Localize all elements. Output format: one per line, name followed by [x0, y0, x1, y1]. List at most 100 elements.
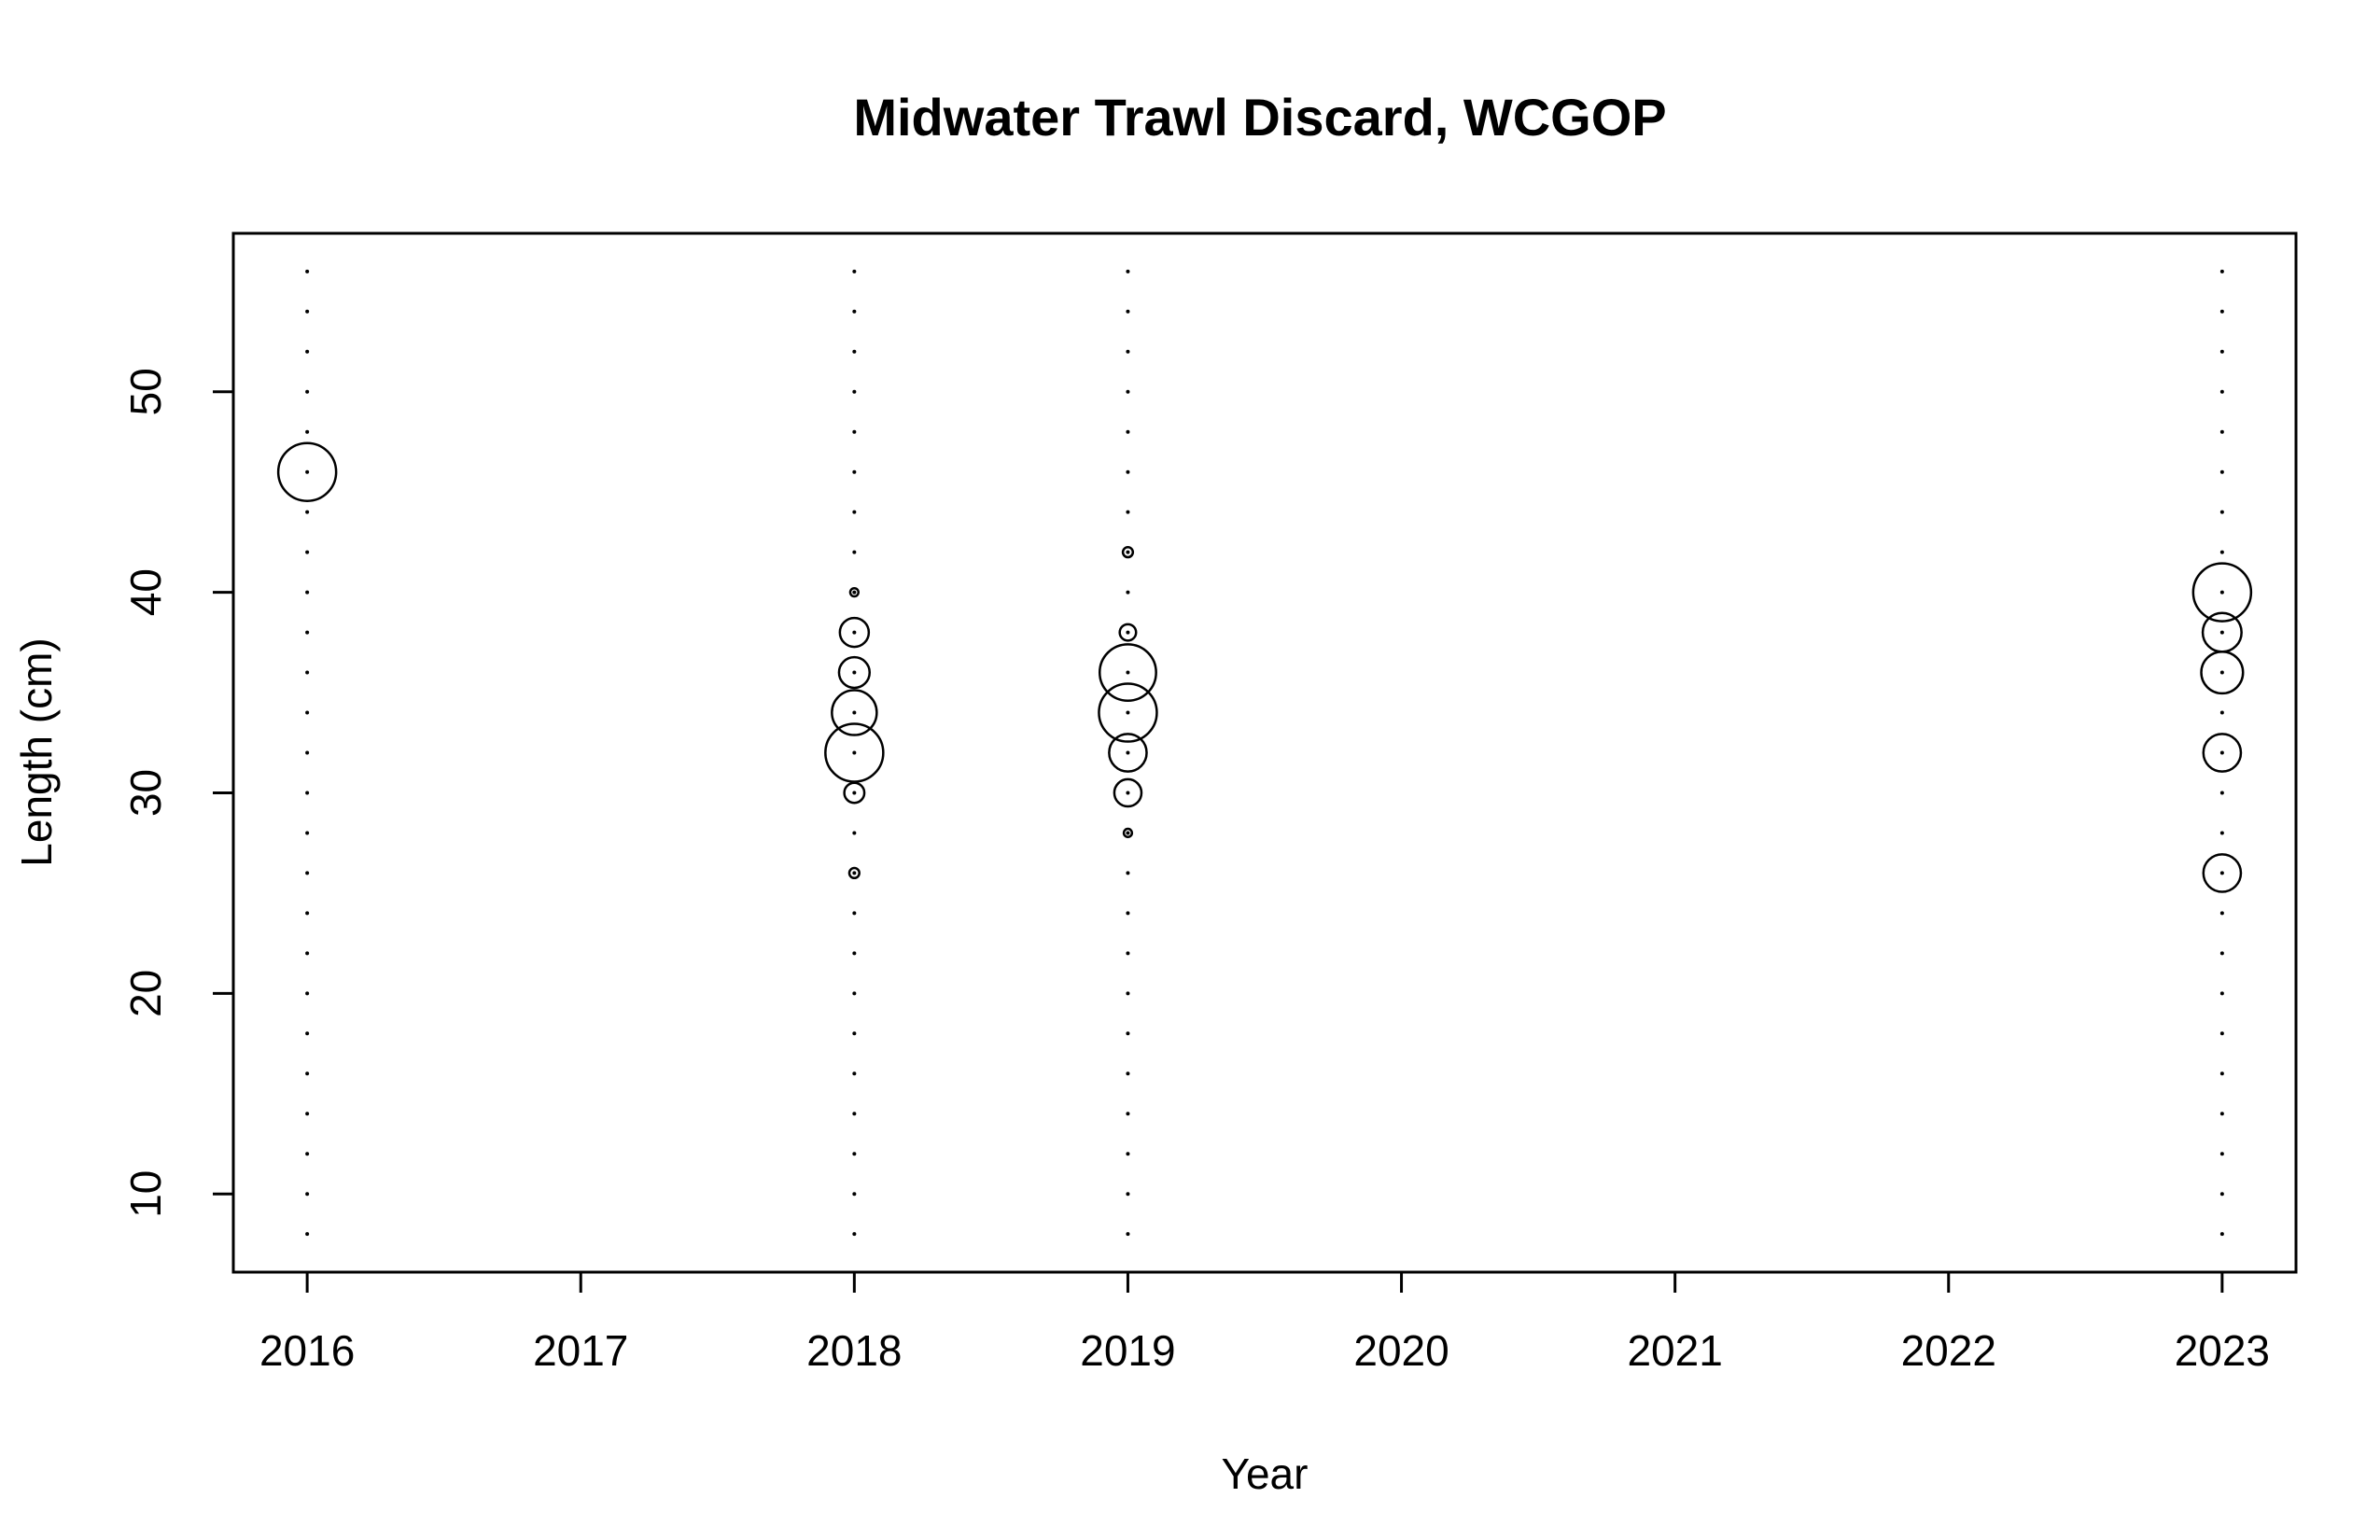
bin-dot: [2219, 1192, 2224, 1197]
bin-dot: [1126, 1192, 1130, 1197]
bin-dot: [2219, 510, 2224, 514]
bin-dot: [2219, 590, 2224, 595]
bin-dot: [305, 309, 310, 314]
bin-dot: [1126, 309, 1130, 314]
bin-dot: [1126, 1112, 1130, 1116]
bin-dot: [852, 1112, 857, 1116]
bin-dot: [852, 630, 857, 635]
bin-dot: [305, 670, 310, 675]
bubble-point: [831, 689, 878, 736]
bubble-point: [1098, 643, 1157, 703]
bubble-point: [843, 781, 866, 805]
bin-dot: [1126, 550, 1130, 554]
bin-dot: [305, 710, 310, 715]
bin-dot: [852, 469, 857, 474]
bubble-point: [837, 655, 871, 690]
bin-dot: [1126, 791, 1130, 795]
bin-dot: [2219, 911, 2224, 916]
chart-title: Midwater Trawl Discard, WCGOP: [853, 88, 1666, 147]
bin-dot: [305, 871, 310, 875]
y-axis-label: Length (cm): [12, 637, 61, 866]
x-tick-label: 2018: [806, 1326, 902, 1375]
bin-dot: [2219, 951, 2224, 956]
bin-dot: [1126, 991, 1130, 996]
bin-dot: [852, 1192, 857, 1197]
bin-dot: [2219, 1232, 2224, 1237]
bin-dot: [305, 630, 310, 635]
plot-frame: [231, 231, 2298, 1274]
x-tick-label: 2019: [1080, 1326, 1175, 1375]
bin-dot: [2219, 871, 2224, 875]
bin-dot: [305, 510, 310, 514]
bubble-point: [1113, 777, 1143, 808]
bin-dot: [2219, 670, 2224, 675]
bin-dot: [1126, 710, 1130, 715]
bin-dot: [852, 550, 857, 554]
bin-dot: [305, 590, 310, 595]
bin-dot: [1126, 1232, 1130, 1237]
bin-dot: [2219, 389, 2224, 394]
bin-dot: [852, 389, 857, 394]
bin-dot: [2219, 1152, 2224, 1156]
bin-dot: [2219, 791, 2224, 795]
bin-dot: [305, 429, 310, 434]
bin-dot: [1126, 349, 1130, 354]
x-tick-label: 2020: [1353, 1326, 1449, 1375]
bin-dot: [305, 550, 310, 554]
bin-dot: [305, 750, 310, 755]
bin-dot: [305, 951, 310, 956]
x-tick-label: 2023: [2175, 1326, 2270, 1375]
bin-dot: [852, 991, 857, 996]
bin-dot: [1126, 871, 1130, 875]
bin-dot: [2219, 710, 2224, 715]
bin-dot: [852, 911, 857, 916]
bin-dot: [852, 1031, 857, 1036]
bin-dot: [852, 590, 857, 595]
bin-dot: [305, 1192, 310, 1197]
bin-dot: [1126, 951, 1130, 956]
bin-dot: [1126, 630, 1130, 635]
bin-dots: [305, 269, 2224, 1237]
bubble-point: [1122, 827, 1134, 839]
y-tick-label: 50: [121, 368, 170, 415]
bin-dot: [852, 510, 857, 514]
y-tick-label: 40: [121, 568, 170, 616]
x-tick-label: 2017: [533, 1326, 628, 1375]
bin-dot: [1126, 1071, 1130, 1076]
bubble-point: [847, 866, 861, 880]
y-tick-label: 20: [121, 970, 170, 1017]
bin-dot: [305, 1031, 310, 1036]
bin-dot: [305, 1112, 310, 1116]
bin-dot: [2219, 1031, 2224, 1036]
bin-dot: [852, 1232, 857, 1237]
bin-dot: [2219, 469, 2224, 474]
bubble-point: [1108, 733, 1148, 773]
bin-dot: [1126, 510, 1130, 514]
bin-dot: [2219, 630, 2224, 635]
bin-dot: [1126, 1152, 1130, 1156]
bin-dot: [2219, 269, 2224, 273]
bin-dot: [2219, 429, 2224, 434]
bubble-point: [1121, 546, 1135, 559]
bubble-point: [2202, 733, 2243, 773]
bin-dot: [305, 911, 310, 916]
bin-dot: [1126, 670, 1130, 675]
bin-dot: [852, 309, 857, 314]
bin-dot: [1126, 429, 1130, 434]
bubble-point: [1098, 682, 1158, 743]
bubble-point: [848, 586, 860, 598]
bin-dot: [852, 791, 857, 795]
bin-dot: [852, 670, 857, 675]
bin-dot: [1126, 750, 1130, 755]
bin-dot: [2219, 991, 2224, 996]
bin-dot: [852, 871, 857, 875]
bubble-point: [1118, 623, 1138, 642]
bin-dot: [305, 991, 310, 996]
bin-dot: [852, 1152, 857, 1156]
bin-dot: [1126, 590, 1130, 595]
bin-dot: [1126, 831, 1130, 835]
bin-dot: [305, 831, 310, 835]
y-tick-label: 30: [121, 769, 170, 817]
bubbles: [276, 441, 2253, 893]
